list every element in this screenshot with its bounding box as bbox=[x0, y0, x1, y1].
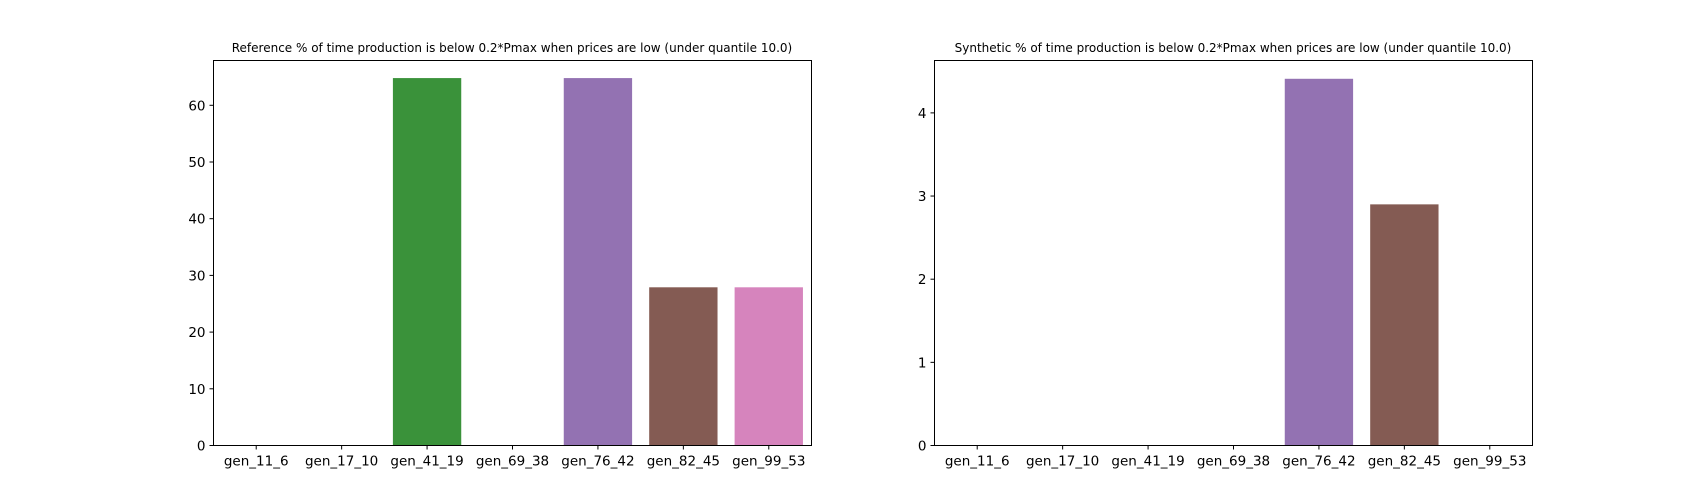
synthetic-bar-gen_76_42 bbox=[1284, 78, 1354, 446]
reference-y-tick-label: 60 bbox=[188, 98, 205, 114]
reference-bar-gen_99_53 bbox=[734, 287, 803, 446]
synthetic-y-tick-label: 1 bbox=[918, 355, 927, 371]
reference-y-tick-label: 40 bbox=[188, 212, 205, 228]
synthetic-y-tick-label: 4 bbox=[918, 106, 927, 122]
reference-y-tick-label: 30 bbox=[188, 268, 205, 284]
reference-x-tick-label: gen_41_19 bbox=[390, 454, 463, 470]
synthetic-x-tick-label: gen_69_38 bbox=[1197, 454, 1270, 470]
reference-y-axis: 0 10 20 30 40 50 60 bbox=[188, 98, 214, 455]
synthetic-y-tick-label: 2 bbox=[918, 272, 927, 288]
reference-plot-frame bbox=[213, 60, 812, 446]
reference-x-tick-label: gen_11_6 bbox=[224, 454, 289, 470]
synthetic-y-tick-label: 0 bbox=[918, 439, 927, 455]
reference-y-tick-label: 10 bbox=[188, 382, 205, 398]
reference-x-tick-label: gen_17_10 bbox=[305, 454, 378, 470]
synthetic-chart-title: Synthetic % of time production is below … bbox=[955, 41, 1512, 55]
synthetic-x-tick-label: gen_82_45 bbox=[1368, 454, 1441, 470]
synthetic-x-axis: gen_11_6 gen_17_10 gen_41_19 gen_69_38 gen_7… bbox=[945, 445, 1526, 470]
synthetic-x-tick-label: gen_76_42 bbox=[1282, 454, 1355, 470]
synthetic-x-tick-label: gen_99_53 bbox=[1453, 454, 1526, 470]
reference-x-tick-label: gen_76_42 bbox=[561, 454, 634, 470]
reference-bar-gen_76_42 bbox=[563, 78, 633, 446]
reference-bar-gen_41_19 bbox=[392, 78, 462, 446]
reference-y-tick-label: 0 bbox=[197, 439, 206, 455]
reference-x-axis: gen_11_6 gen_17_10 gen_41_19 gen_69_38 gen_7… bbox=[224, 445, 805, 470]
synthetic-chart: Synthetic % of time production is below … bbox=[918, 41, 1533, 470]
reference-bar-gen_82_45 bbox=[649, 287, 718, 446]
synthetic-bar-gen_82_45 bbox=[1370, 204, 1439, 446]
reference-x-tick-label: gen_82_45 bbox=[647, 454, 720, 470]
reference-x-tick-label: gen_99_53 bbox=[732, 454, 805, 470]
synthetic-plot-frame bbox=[934, 60, 1533, 446]
synthetic-y-axis: 0 1 2 3 4 bbox=[918, 106, 935, 455]
reference-x-tick-label: gen_69_38 bbox=[476, 454, 549, 470]
synthetic-x-tick-label: gen_17_10 bbox=[1026, 454, 1099, 470]
synthetic-x-tick-label: gen_11_6 bbox=[945, 454, 1010, 470]
reference-bars bbox=[392, 78, 803, 446]
synthetic-y-tick-label: 3 bbox=[918, 189, 927, 205]
synthetic-bars bbox=[1284, 78, 1439, 446]
reference-y-tick-label: 50 bbox=[188, 155, 205, 171]
reference-chart: Reference % of time production is below … bbox=[188, 41, 812, 470]
synthetic-x-tick-label: gen_41_19 bbox=[1111, 454, 1184, 470]
reference-y-tick-label: 20 bbox=[188, 325, 205, 341]
reference-chart-title: Reference % of time production is below … bbox=[232, 41, 792, 55]
